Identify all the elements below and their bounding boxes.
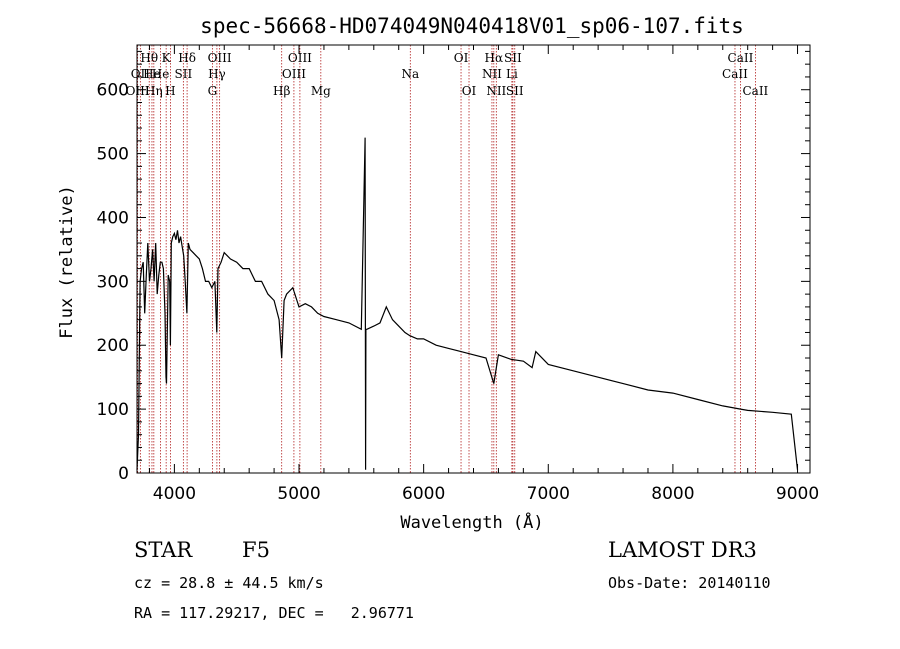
- spectral-line-label: Hα: [485, 51, 504, 65]
- x-axis-ticks: 4000 5000 6000 7000 8000 9000: [148, 45, 819, 504]
- x-tick-label: 9000: [776, 484, 819, 504]
- spectral-line-label: SII: [175, 67, 193, 81]
- ra-dec: RA = 117.29217, DEC = 2.96771: [134, 604, 414, 622]
- observation-date: Obs-Date: 20140110: [608, 574, 771, 592]
- spectral-line-label: CaII: [722, 67, 748, 81]
- spectral-line-label: Na: [401, 67, 419, 81]
- x-axis-label: Wavelength (Å): [400, 511, 543, 533]
- y-tick-label: 600: [97, 81, 129, 101]
- spectral-line-label: Hγ: [208, 67, 226, 81]
- spectral-line-label: OIII: [282, 67, 306, 81]
- x-tick-label: 6000: [402, 484, 445, 504]
- spectral-line-label: K: [162, 51, 172, 65]
- spectral-line-label: He: [143, 67, 161, 81]
- y-tick-label: 400: [97, 208, 129, 228]
- spectral-line-label: NII: [486, 84, 506, 98]
- spectral-line-label: H: [165, 84, 175, 98]
- plot-frame: [136, 44, 811, 474]
- spectral-line-label: Mg: [311, 84, 331, 98]
- y-tick-label: 300: [97, 272, 129, 292]
- object-class: STAR: [134, 538, 193, 562]
- y-axis-label: Flux (relative): [57, 185, 77, 339]
- x-tick-label: 7000: [527, 484, 570, 504]
- spectral-line-label: Hβ: [273, 84, 290, 98]
- spectral-line-label: OI: [462, 84, 477, 98]
- redshift-cz: cz = 28.8 ± 44.5 km/s: [134, 574, 324, 592]
- y-tick-label: 100: [97, 400, 129, 420]
- spectral-line-label: OI: [454, 51, 469, 65]
- chart-title: spec-56668-HD074049N040418V01_sp06-107.f…: [200, 14, 744, 38]
- x-tick-label: 5000: [277, 484, 320, 504]
- spectral-line-label: Hθ: [140, 51, 158, 65]
- x-tick-label: 4000: [153, 484, 196, 504]
- spectral-line-label: OIII: [126, 84, 150, 98]
- spectral-line-label: OIII: [208, 51, 232, 65]
- spectral-line-label: Li: [506, 67, 518, 81]
- spectral-line-label: Hη: [145, 84, 163, 98]
- spectral-line-label: CaII: [742, 84, 768, 98]
- spectral-line-label: G: [208, 84, 218, 98]
- y-tick-label: 500: [97, 145, 129, 165]
- spectral-line-label: SII: [506, 84, 524, 98]
- spectral-line-label: NII: [482, 67, 502, 81]
- y-tick-label: 200: [97, 336, 129, 356]
- spectral-line-label: He: [152, 67, 170, 81]
- spectral-line-label: OIII: [288, 51, 312, 65]
- y-axis-ticks: 0 100 200 300 400 500 600: [97, 50, 810, 484]
- survey-name: LAMOST DR3: [608, 538, 757, 562]
- object-subclass: F5: [242, 538, 270, 562]
- y-tick-label: 0: [118, 464, 129, 484]
- spectral-line-label: Hδ: [178, 51, 196, 65]
- spectral-line-label: SII: [504, 51, 522, 65]
- spectral-line-markers: [137, 45, 756, 473]
- spectral-line-label: OII: [131, 67, 151, 81]
- x-tick-label: 8000: [651, 484, 694, 504]
- spectrum-line: [136, 137, 799, 470]
- spectral-line-label: CaII: [728, 51, 754, 65]
